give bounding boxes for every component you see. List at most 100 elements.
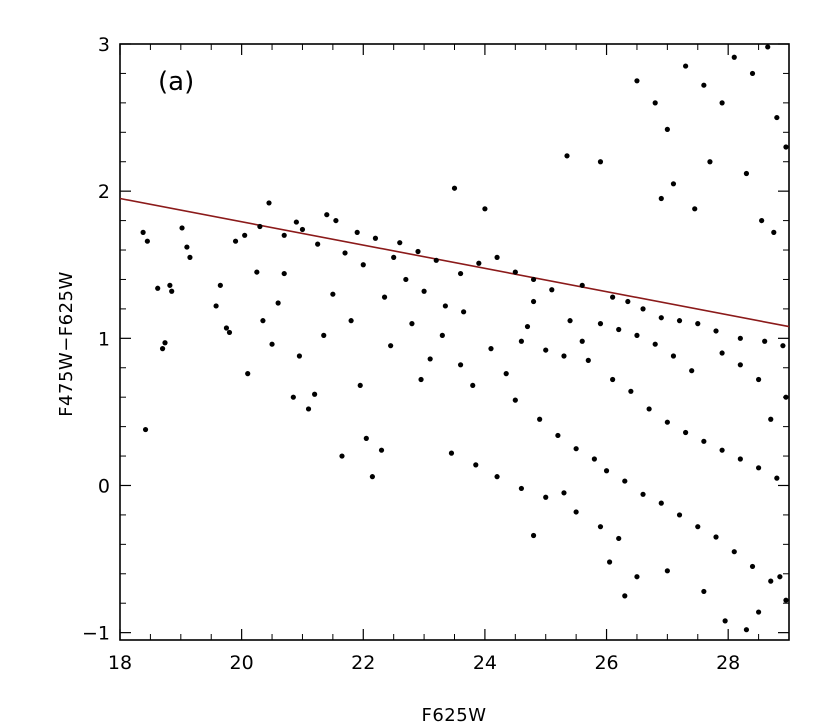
data-point xyxy=(646,406,652,412)
data-point xyxy=(603,468,610,474)
data-point xyxy=(155,285,161,291)
data-point xyxy=(184,244,190,250)
data-point xyxy=(409,321,415,327)
data-point xyxy=(439,332,445,338)
data-point xyxy=(658,195,664,202)
data-point xyxy=(743,627,750,633)
data-point xyxy=(530,298,537,305)
data-point xyxy=(634,574,640,580)
data-point xyxy=(290,394,296,400)
data-point xyxy=(774,114,780,121)
x-tick-label: 22 xyxy=(351,652,375,674)
data-point xyxy=(783,144,789,150)
data-point xyxy=(530,532,537,539)
data-point xyxy=(226,329,233,336)
data-point xyxy=(299,226,306,233)
data-point xyxy=(266,200,272,206)
data-point xyxy=(676,318,683,324)
data-point xyxy=(315,241,321,247)
data-point xyxy=(622,478,628,484)
data-point xyxy=(360,262,366,268)
data-point xyxy=(512,397,518,403)
data-point xyxy=(223,325,230,331)
data-point xyxy=(664,568,670,574)
data-point xyxy=(159,346,166,352)
data-point xyxy=(378,447,385,453)
data-point xyxy=(476,260,482,266)
y-tick-label: 0 xyxy=(98,475,110,497)
data-point xyxy=(369,474,375,480)
data-point xyxy=(494,474,500,480)
data-point xyxy=(701,438,707,444)
data-point xyxy=(312,391,318,397)
fit-line-layer xyxy=(119,197,790,328)
plot-axes: 18 20 22 24 26 28 −1 0 1 2 3 xyxy=(82,34,790,674)
data-point xyxy=(610,294,616,300)
data-point xyxy=(664,419,670,425)
data-point xyxy=(616,326,622,333)
data-point xyxy=(512,269,518,275)
data-point xyxy=(768,578,774,584)
x-tick-label: 24 xyxy=(473,652,497,674)
data-point xyxy=(585,357,591,363)
data-point xyxy=(179,225,185,231)
y-tick-label: 1 xyxy=(98,328,110,350)
data-point xyxy=(530,276,537,283)
data-point xyxy=(695,524,701,530)
data-point xyxy=(482,206,488,212)
data-point xyxy=(640,306,646,312)
data-point xyxy=(403,276,409,283)
data-point xyxy=(597,524,604,530)
data-point xyxy=(448,450,455,456)
data-point xyxy=(543,494,549,500)
x-tick-label: 20 xyxy=(230,652,254,674)
data-point xyxy=(354,229,360,235)
x-tick-label: 28 xyxy=(716,652,740,674)
data-point xyxy=(187,254,193,260)
data-point xyxy=(388,343,394,349)
data-point xyxy=(305,406,312,412)
data-point xyxy=(457,270,464,277)
data-point xyxy=(701,82,707,88)
data-point xyxy=(652,341,658,347)
data-point xyxy=(421,288,427,294)
data-point xyxy=(488,346,494,352)
data-point xyxy=(339,453,345,459)
data-point xyxy=(518,485,525,492)
y-axis-title: F475W−F625W xyxy=(56,271,77,417)
data-point xyxy=(683,63,689,69)
data-point xyxy=(749,70,756,77)
data-point xyxy=(213,303,219,309)
data-point xyxy=(433,257,439,263)
data-point xyxy=(415,248,421,255)
data-point xyxy=(363,435,369,441)
data-point xyxy=(676,512,683,518)
data-point xyxy=(610,376,616,383)
data-point xyxy=(573,446,579,452)
data-point xyxy=(737,335,743,341)
data-point xyxy=(167,282,173,288)
data-point xyxy=(777,574,783,580)
data-point xyxy=(774,475,780,481)
data-point xyxy=(333,217,339,224)
data-point xyxy=(357,382,363,389)
x-axis-title: F625W xyxy=(421,705,486,726)
data-point xyxy=(242,232,248,238)
data-point xyxy=(719,100,725,106)
data-point xyxy=(503,371,509,377)
data-point xyxy=(743,170,750,177)
data-point xyxy=(719,350,725,356)
data-point xyxy=(759,217,765,224)
data-point xyxy=(713,328,719,334)
data-point xyxy=(372,235,379,241)
data-point xyxy=(543,347,549,353)
data-point xyxy=(330,291,336,297)
data-point xyxy=(692,206,698,212)
data-point xyxy=(737,362,743,368)
data-point xyxy=(257,223,263,230)
data-point xyxy=(518,338,525,344)
data-point xyxy=(783,394,789,400)
data-point xyxy=(555,432,561,439)
data-point xyxy=(683,429,689,436)
